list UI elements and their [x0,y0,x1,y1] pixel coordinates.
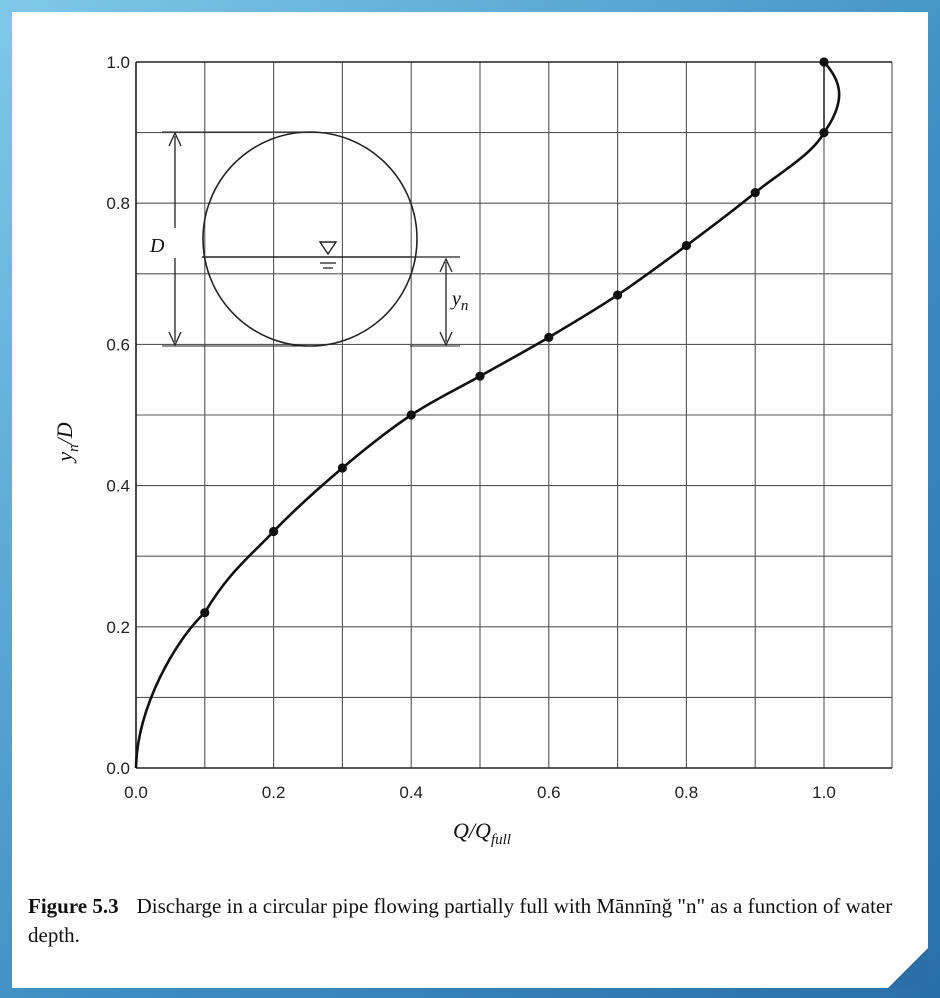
x-tick-label: 0.8 [675,783,699,802]
x-tick-label: 0.0 [124,783,148,802]
data-point [475,371,485,381]
slide-frame: 0.0 0.2 0.4 0.6 0.8 1.0 0.0 0.2 0.4 0.6 0.8 1.0 D y… [12,12,928,988]
depth-arrow-bottom-icon [439,331,453,347]
x-tick-label: 1.0 [812,783,836,802]
y-tick-label: 1.0 [106,53,130,72]
data-point [681,240,692,251]
y-tick-label: 0.8 [106,194,130,213]
data-point [613,290,623,300]
pipe-circle [202,131,418,347]
data-points [200,57,829,618]
figure-caption: Figure 5.3 Discharge in a circular pipe f… [28,892,928,950]
chart: 0.0 0.2 0.4 0.6 0.8 1.0 0.0 0.2 0.4 0.6 0.8 1.0 D y… [52,53,893,848]
data-point [406,410,416,420]
depth-label: yn [450,288,468,314]
diameter-label: D [149,235,165,257]
diameter-arrow-top-icon [168,131,182,147]
data-point [819,128,829,138]
data-point [750,188,760,198]
diameter-label-bg [144,228,184,258]
pipe-inset-diagram: D yn [144,131,468,347]
data-point [337,463,347,473]
x-tick-label: 0.4 [399,783,423,802]
data-point [200,608,210,618]
data-point [544,332,554,342]
data-point [819,57,829,67]
diameter-arrow-bottom-icon [168,331,182,347]
data-point [269,526,279,537]
x-tick-label: 0.6 [537,783,561,802]
y-tick-label: 0.0 [106,759,130,778]
x-axis-title: Q/Qfull [453,818,511,848]
grid [135,61,893,769]
tick-labels: 0.0 0.2 0.4 0.6 0.8 1.0 0.0 0.2 0.4 0.6 0.8 1.0 [106,53,835,802]
curve-layer [134,61,841,769]
corner-accent [888,948,928,988]
figure-label: Figure 5.3 [28,894,119,918]
series-line [134,61,841,769]
y-tick-label: 0.6 [106,335,130,354]
y-axis-title: yn/D [52,422,82,463]
water-surface-triangle-icon [318,241,338,256]
depth-arrow-top-icon [439,257,453,273]
y-tick-label: 0.4 [106,477,130,496]
caption-text: Discharge in a circular pipe flowing par… [28,894,893,947]
x-tick-label: 0.2 [262,783,286,802]
y-tick-label: 0.2 [106,618,130,637]
